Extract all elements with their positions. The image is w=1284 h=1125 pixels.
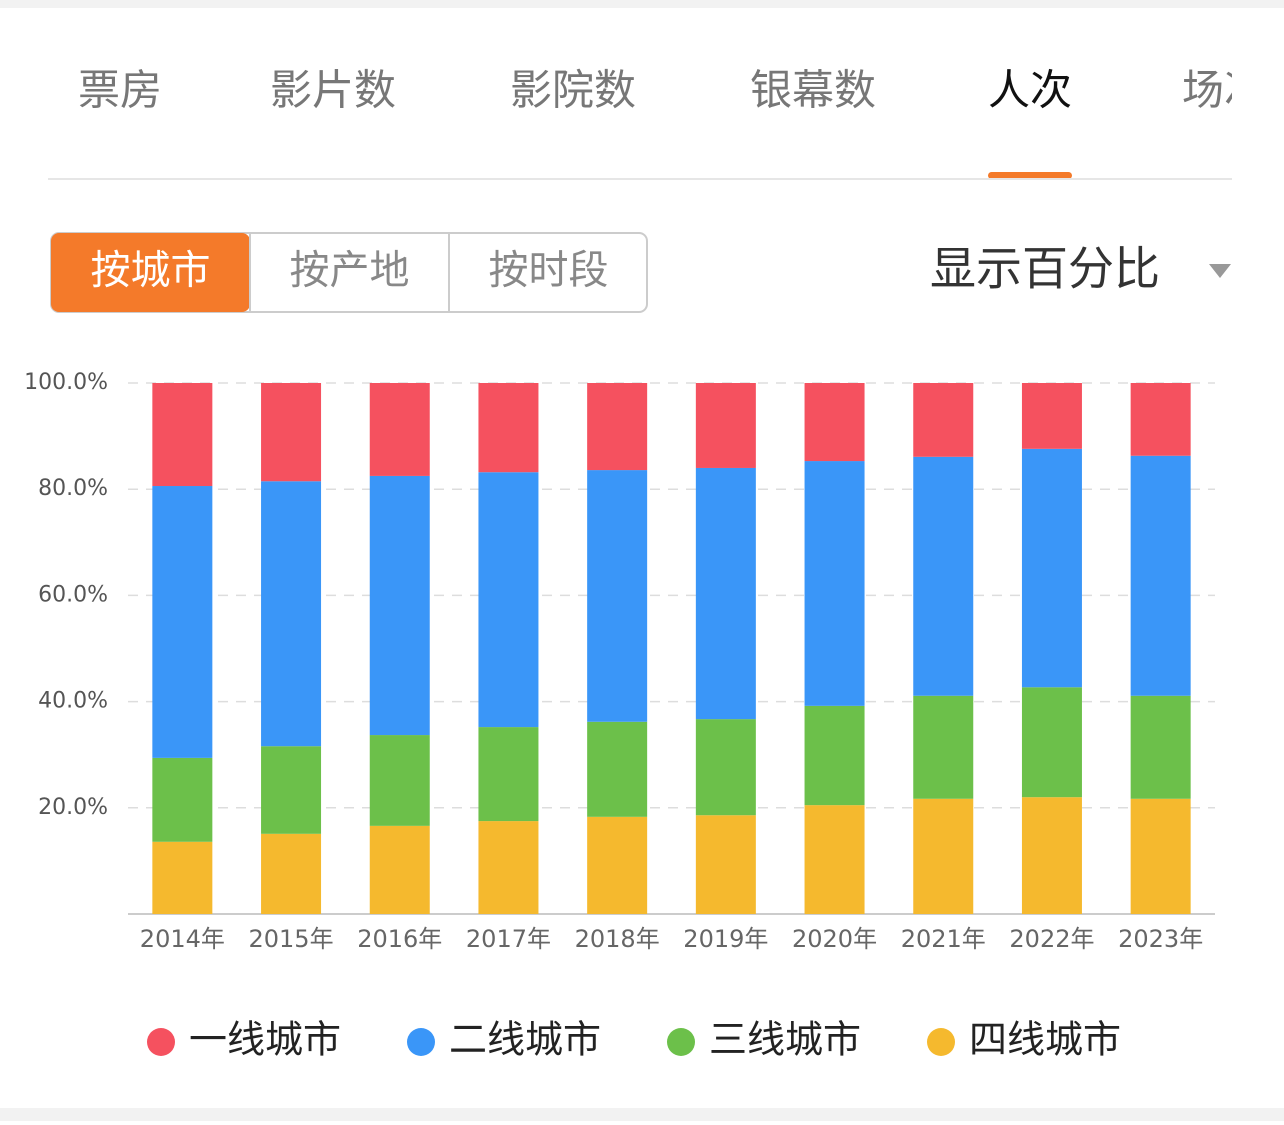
y-tick-label: 80.0% [38, 476, 108, 501]
x-tick-label: 2022年 [1009, 925, 1094, 953]
tab[interactable]: 银幕数 [750, 66, 876, 115]
chart: 20.0% 40.0% 60.0% 80.0% 100.0% 2014年 2015年 2016… [24, 370, 1215, 1062]
bar-segment [478, 472, 539, 728]
segment-active[interactable] [51, 233, 250, 312]
segment-label[interactable]: 按城市 [91, 248, 211, 294]
segmented-control: 按城市 按产地 按时段 [50, 232, 648, 313]
bar-segment [369, 475, 430, 736]
x-tick-label: 2015年 [249, 925, 334, 953]
bar-segment [478, 383, 539, 473]
x-tick-label: 2023年 [1118, 925, 1203, 953]
bar-segment [369, 735, 430, 826]
tab[interactable]: 影院数 [510, 66, 636, 115]
x-tick-label: 2014年 [140, 925, 225, 953]
legend-label: 二线城市 [449, 1018, 601, 1062]
top-strip [0, 0, 1284, 8]
bottom-strip [0, 1108, 1284, 1121]
x-tick-label: 2018年 [575, 925, 660, 953]
bar-segment [913, 695, 974, 799]
legend-label: 三线城市 [709, 1018, 861, 1062]
segment-label[interactable]: 按产地 [290, 248, 410, 294]
bar-segment [369, 825, 430, 914]
bar-segment [478, 727, 539, 822]
bar-segment [695, 719, 756, 816]
bar-segment [1021, 797, 1082, 914]
bar-segment [152, 841, 213, 914]
bar-segment [1021, 448, 1082, 688]
bar-segment [695, 383, 756, 468]
bar-segment [261, 481, 322, 747]
legend-marker [927, 1028, 955, 1056]
bar-segment [261, 383, 322, 482]
bar-segment [913, 383, 974, 457]
active-tab-indicator [988, 172, 1073, 179]
bar-segment [152, 486, 213, 758]
bar-segment [695, 467, 756, 720]
tab[interactable]: 影片数 [270, 66, 396, 115]
bar-segment [587, 383, 648, 471]
x-tick-label: 2016年 [357, 925, 442, 953]
bar-segment [695, 815, 756, 914]
bar-segment [1130, 383, 1191, 456]
segment-label[interactable]: 按时段 [489, 248, 609, 294]
bar-segment [1130, 695, 1191, 799]
bar-segment [587, 721, 648, 817]
bar-segment [1130, 798, 1191, 914]
dropdown-label[interactable]: 显示百分比 [930, 242, 1160, 296]
bar-segment [913, 456, 974, 696]
legend-marker [407, 1028, 435, 1056]
bar-segment [261, 833, 322, 914]
tab[interactable]: 场次 [1182, 66, 1266, 115]
x-tick-label: 2017年 [466, 925, 551, 953]
bar-segment [1021, 687, 1082, 798]
y-tick-label: 20.0% [38, 795, 108, 820]
tab[interactable]: 人次 [988, 66, 1072, 115]
bar-segment [1130, 455, 1191, 696]
tab[interactable]: 票房 [78, 66, 162, 115]
y-tick-label: 100.0% [24, 370, 108, 395]
legend-marker [667, 1028, 695, 1056]
legend-label: 四线城市 [969, 1018, 1121, 1062]
bar-segment [261, 746, 322, 834]
bar-segment [587, 816, 648, 914]
bar-segment [152, 757, 213, 842]
bar-segment [913, 798, 974, 914]
bar-segment [152, 383, 213, 487]
bar-segment [804, 383, 865, 462]
bar-segment [804, 705, 865, 806]
bar-segment [478, 821, 539, 914]
bar-segment [587, 470, 648, 722]
x-tick-label: 2021年 [901, 925, 986, 953]
x-tick-label: 2020年 [792, 925, 877, 953]
y-tick-label: 40.0% [38, 689, 108, 714]
bar-segment [804, 805, 865, 914]
y-tick-label: 60.0% [38, 582, 108, 607]
bar-segment [804, 461, 865, 706]
bar-segment [1021, 383, 1082, 449]
legend-label: 一线城市 [189, 1018, 341, 1062]
bar-segment [369, 383, 430, 476]
x-tick-label: 2019年 [683, 925, 768, 953]
dropdown-arrow[interactable] [1209, 264, 1231, 278]
tab-bar: 票房 影片数 影院数 银幕数 人次 场次 [78, 66, 1266, 179]
legend-marker [147, 1028, 175, 1056]
